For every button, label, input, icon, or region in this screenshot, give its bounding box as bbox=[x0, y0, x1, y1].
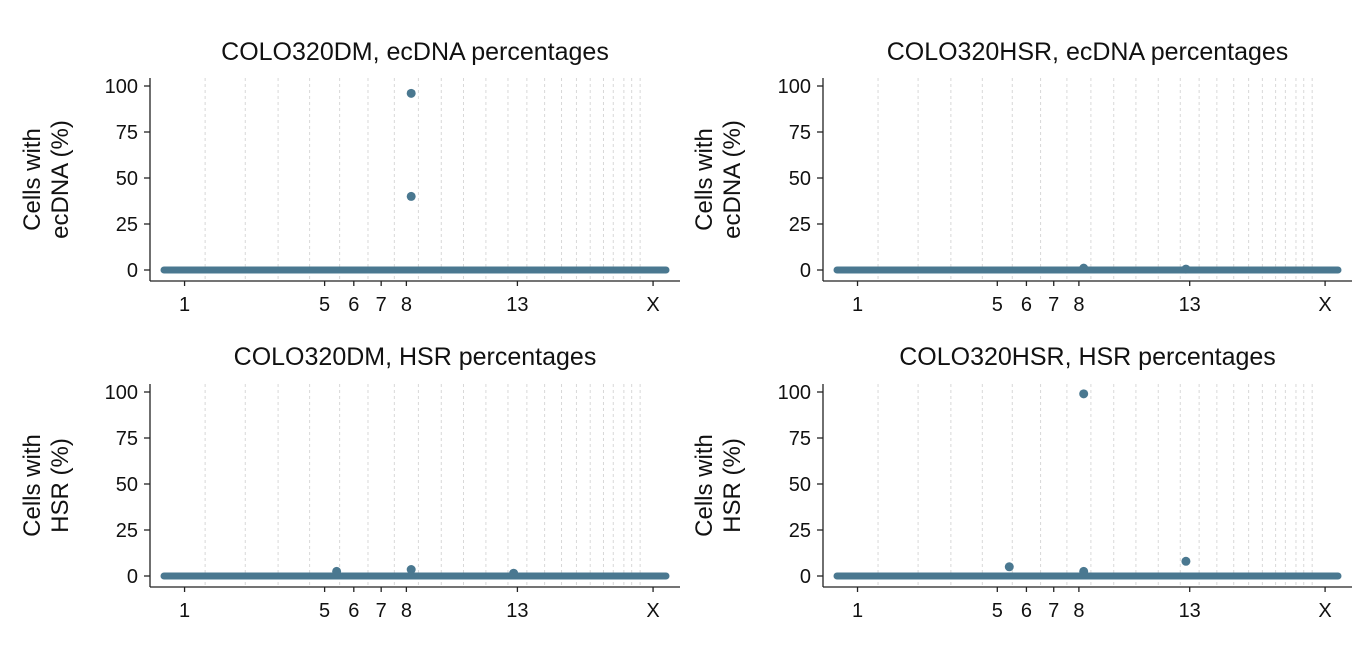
x-tick-label: 5 bbox=[319, 294, 330, 316]
y-axis-label: Cells withecDNA (%) bbox=[691, 120, 746, 239]
y-tick-label: 100 bbox=[778, 76, 811, 98]
x-tick-label: X bbox=[646, 600, 659, 622]
data-point bbox=[406, 191, 416, 201]
chart-title: COLO320HSR, ecDNA percentages bbox=[887, 38, 1289, 66]
x-tick-label: 8 bbox=[1073, 600, 1084, 622]
data-point bbox=[1181, 556, 1191, 566]
data-point bbox=[406, 565, 416, 575]
y-axis-label: Cells withHSR (%) bbox=[691, 434, 746, 537]
y-tick-label: 75 bbox=[789, 428, 811, 450]
data-point bbox=[1079, 263, 1089, 273]
x-tick-label: 6 bbox=[1021, 600, 1032, 622]
data-point bbox=[406, 88, 416, 98]
data-point bbox=[509, 568, 519, 578]
y-axis-label-line: Cells with bbox=[19, 128, 46, 231]
y-axis-label-line: ecDNA (%) bbox=[719, 120, 746, 239]
chart-panel: COLO320HSR, HSR percentages Cells withHSR… bbox=[691, 343, 1352, 622]
chart-panel: COLO320DM, HSR percentages Cells withHSR … bbox=[19, 343, 680, 622]
data-point bbox=[1079, 566, 1089, 576]
y-axis-label-line: HSR (%) bbox=[47, 438, 74, 533]
y-axis-label-line: Cells with bbox=[691, 434, 718, 537]
chart-panel: COLO320HSR, ecDNA percentages Cells withe… bbox=[691, 38, 1352, 316]
x-tick-label: 1 bbox=[852, 294, 863, 316]
y-tick-label: 0 bbox=[800, 260, 811, 282]
y-tick-label: 100 bbox=[778, 382, 811, 404]
y-tick-label: 75 bbox=[789, 122, 811, 144]
data-point bbox=[1181, 264, 1191, 274]
y-tick-label: 0 bbox=[127, 566, 138, 588]
x-tick-label: 13 bbox=[1179, 294, 1201, 316]
y-tick-label: 50 bbox=[789, 168, 811, 190]
y-tick-label: 25 bbox=[789, 214, 811, 236]
x-tick-label: 13 bbox=[506, 600, 528, 622]
x-tick-label: 6 bbox=[348, 294, 359, 316]
y-tick-label: 50 bbox=[789, 474, 811, 496]
x-tick-label: 8 bbox=[1073, 294, 1084, 316]
x-tick-label: 7 bbox=[376, 600, 387, 622]
y-axis-label-line: Cells with bbox=[691, 128, 718, 231]
data-point bbox=[332, 566, 342, 576]
chart-panel: COLO320DM, ecDNA percentages Cells withec… bbox=[19, 38, 680, 316]
x-tick-label: 5 bbox=[992, 294, 1003, 316]
x-tick-label: 6 bbox=[1021, 294, 1032, 316]
x-tick-label: 1 bbox=[852, 600, 863, 622]
chart-title: COLO320HSR, HSR percentages bbox=[899, 343, 1276, 371]
x-tick-label: 5 bbox=[319, 600, 330, 622]
y-tick-label: 75 bbox=[116, 428, 138, 450]
y-tick-label: 75 bbox=[116, 122, 138, 144]
x-tick-label: 1 bbox=[179, 600, 190, 622]
y-axis-label: Cells withecDNA (%) bbox=[19, 120, 74, 239]
y-tick-label: 25 bbox=[789, 520, 811, 542]
chart-title: COLO320DM, ecDNA percentages bbox=[221, 38, 609, 66]
chart-title: COLO320DM, HSR percentages bbox=[234, 343, 597, 371]
y-tick-label: 100 bbox=[105, 76, 138, 98]
x-tick-label: X bbox=[1318, 294, 1331, 316]
y-axis-label-line: ecDNA (%) bbox=[47, 120, 74, 239]
data-point bbox=[1004, 562, 1014, 572]
x-tick-label: 5 bbox=[992, 600, 1003, 622]
y-tick-label: 25 bbox=[116, 214, 138, 236]
y-tick-label: 50 bbox=[116, 474, 138, 496]
x-tick-label: 13 bbox=[506, 294, 528, 316]
y-tick-label: 50 bbox=[116, 168, 138, 190]
y-tick-label: 0 bbox=[127, 260, 138, 282]
x-tick-label: X bbox=[646, 294, 659, 316]
y-axis-label: Cells withHSR (%) bbox=[19, 434, 74, 537]
x-tick-label: 13 bbox=[1179, 600, 1201, 622]
y-tick-label: 100 bbox=[105, 382, 138, 404]
x-tick-label: 7 bbox=[376, 294, 387, 316]
y-axis-label-line: HSR (%) bbox=[719, 438, 746, 533]
x-tick-label: X bbox=[1318, 600, 1331, 622]
y-axis-label-line: Cells with bbox=[19, 434, 46, 537]
y-tick-label: 25 bbox=[116, 520, 138, 542]
x-tick-label: 8 bbox=[401, 294, 412, 316]
y-tick-label: 0 bbox=[800, 566, 811, 588]
x-tick-label: 8 bbox=[401, 600, 412, 622]
x-tick-label: 7 bbox=[1048, 294, 1059, 316]
data-point bbox=[1079, 389, 1089, 399]
x-tick-label: 7 bbox=[1048, 600, 1059, 622]
x-tick-label: 6 bbox=[348, 600, 359, 622]
x-tick-label: 1 bbox=[179, 294, 190, 316]
